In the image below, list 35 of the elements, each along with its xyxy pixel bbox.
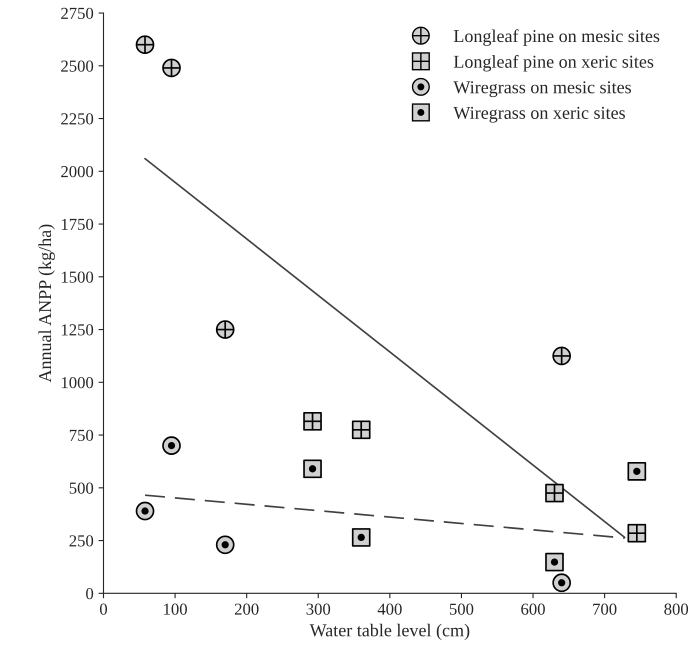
x-tick-label: 700 xyxy=(593,604,616,615)
y-tick-label: 2250 xyxy=(61,113,94,124)
x-tick-label: 500 xyxy=(450,604,474,615)
y-tick-label: 250 xyxy=(70,535,94,547)
x-tick-label: 600 xyxy=(521,604,545,615)
x-tick-label: 100 xyxy=(164,604,187,615)
x-tick-label: 0 xyxy=(100,604,108,615)
legend-label: Longleaf pine on xeric sites xyxy=(454,54,654,72)
y-tick-label: 500 xyxy=(70,482,94,494)
point xyxy=(216,535,235,554)
y-tick-label: 1000 xyxy=(62,377,94,388)
point xyxy=(162,436,181,455)
y-tick-label: 750 xyxy=(70,430,94,442)
legend-label: Wiregrass on xeric sites xyxy=(453,106,625,123)
x-tick-label: 200 xyxy=(234,604,259,615)
y-axis-title: Annual ANPP (kg/ha) xyxy=(38,224,55,382)
y-tick-label: 1500 xyxy=(62,272,94,283)
y-tick-label: 2750 xyxy=(61,8,94,19)
point xyxy=(552,573,571,592)
point xyxy=(545,552,564,572)
x-tick-label: 400 xyxy=(378,604,402,615)
legend-label: Longleaf pine on mesic sites xyxy=(454,29,660,46)
point xyxy=(352,528,371,547)
x-tick-label: 800 xyxy=(664,604,688,615)
y-tick-label: 1250 xyxy=(62,324,94,336)
point xyxy=(627,462,646,481)
legend-label: Wiregrass on mesic sites xyxy=(453,81,631,98)
point xyxy=(136,502,154,520)
x-axis-title: Water table level (cm) xyxy=(310,624,470,640)
point xyxy=(303,459,322,478)
y-tick-label: 0 xyxy=(86,588,94,600)
y-tick-label: 2000 xyxy=(61,166,94,178)
y-tick-label: 2500 xyxy=(61,60,94,72)
y-tick-label: 1750 xyxy=(62,218,94,230)
x-tick-label: 300 xyxy=(306,604,330,615)
